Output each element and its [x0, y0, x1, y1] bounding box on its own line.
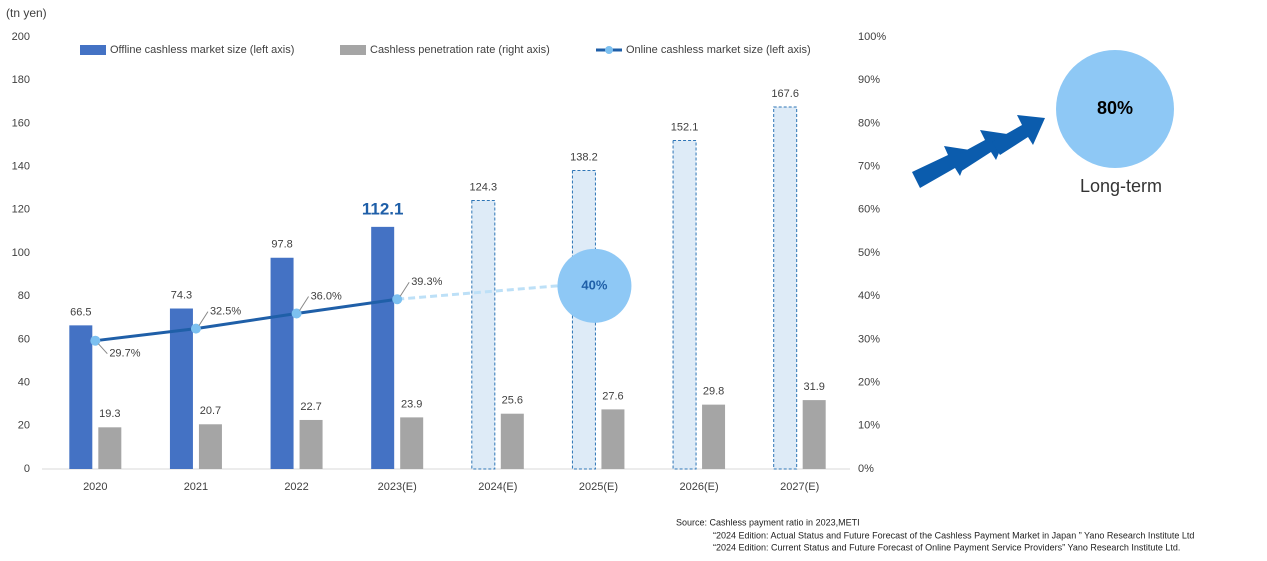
y2-tick-label: 10% [858, 420, 880, 432]
leader [97, 343, 108, 355]
value-label: 25.6 [502, 395, 523, 407]
value-label: 39.3% [411, 276, 442, 288]
leader [198, 311, 209, 326]
legend-swatch [80, 45, 106, 55]
value-label: 112.1 [362, 199, 404, 218]
y-tick-label: 180 [12, 74, 30, 86]
x-tick-label: 2020 [83, 481, 107, 493]
legend-label: Online cashless market size (left axis) [626, 44, 811, 56]
x-tick-label: 2025(E) [579, 481, 618, 493]
value-label: 29.8 [703, 386, 724, 398]
value-label: 32.5% [210, 306, 241, 318]
bar [270, 257, 294, 469]
line-marker [190, 323, 201, 334]
legend-label: Offline cashless market size (left axis) [110, 44, 294, 56]
y2-tick-label: 0% [858, 463, 874, 475]
x-tick-label: 2027(E) [780, 481, 819, 493]
source: Source: Cashless payment ratio in 2023,M… [676, 517, 860, 527]
legend-swatch [340, 45, 366, 55]
y2-tick-label: 90% [858, 74, 880, 86]
y2-tick-label: 50% [858, 247, 880, 259]
leader [299, 296, 309, 311]
bar [198, 424, 222, 469]
value-label: 167.6 [771, 88, 799, 100]
bar [702, 404, 726, 469]
line [95, 297, 398, 343]
x-tick-label: 2024(E) [478, 481, 517, 493]
source: “2024 Edition: Current Status and Future… [713, 542, 1180, 552]
bar [98, 427, 122, 469]
bar [471, 200, 496, 470]
y-tick-label: 160 [12, 117, 30, 129]
bar [400, 417, 424, 469]
forecast-label: 40% [581, 277, 607, 292]
y2-tick-label: 70% [858, 161, 880, 173]
y-tick-label: 20 [18, 420, 30, 432]
y2-tick-label: 60% [858, 204, 880, 216]
bar [69, 325, 93, 469]
y2-tick-label: 80% [858, 117, 880, 129]
y-tick-label: 100 [12, 247, 30, 259]
long-term-bubble [1056, 50, 1174, 168]
bar [672, 139, 697, 470]
long-term-label: Long-term [1080, 176, 1162, 196]
x-tick-label: 2021 [184, 481, 208, 493]
y2-tick-label: 40% [858, 290, 880, 302]
source: “2024 Edition: Actual Status and Future … [713, 530, 1194, 540]
x-tick-label: 2026(E) [679, 481, 718, 493]
forecast-bubble [557, 248, 632, 323]
y-tick-label: 0 [24, 463, 30, 475]
value-label: 152.1 [671, 121, 699, 133]
bar [500, 413, 524, 469]
value-label: 23.9 [401, 398, 422, 410]
y2-tick-label: 20% [858, 377, 880, 389]
forecast-trend [397, 284, 558, 301]
x-tick-label: 2023(E) [378, 481, 417, 493]
y-tick-label: 80 [18, 290, 30, 302]
bar [601, 409, 625, 469]
x-tick-label: 2022 [284, 481, 308, 493]
y-axis-label: (tn yen) [6, 6, 47, 20]
y-tick-label: 60 [18, 333, 30, 345]
value-label: 19.3 [99, 408, 120, 420]
value-label: 74.3 [171, 289, 192, 301]
y-tick-label: 140 [12, 161, 30, 173]
bar [299, 419, 323, 469]
bar [773, 106, 798, 470]
value-label: 20.7 [200, 405, 221, 417]
legend-label: Cashless penetration rate (right axis) [370, 44, 550, 56]
leader [399, 281, 410, 297]
value-label: 31.9 [803, 381, 824, 393]
bar [371, 226, 395, 469]
line-marker [90, 335, 101, 346]
value-label: 66.5 [70, 306, 91, 318]
value-label: 124.3 [470, 181, 498, 193]
value-label: 29.7% [109, 348, 140, 360]
y-tick-label: 40 [18, 377, 30, 389]
long-term-value: 80% [1097, 98, 1133, 118]
value-label: 138.2 [570, 151, 598, 163]
value-label: 36.0% [311, 290, 342, 302]
bar [802, 400, 826, 469]
value-label: 22.7 [300, 401, 321, 413]
y-tick-label: 200 [12, 31, 30, 43]
value-label: 27.6 [602, 390, 623, 402]
value-label: 97.8 [271, 239, 292, 251]
arrows [912, 115, 1045, 188]
y-tick-label: 120 [12, 204, 30, 216]
legend-swatch [605, 46, 613, 54]
y2-tick-label: 100% [858, 31, 886, 43]
line-marker [291, 308, 302, 319]
bar [169, 308, 193, 469]
line-marker [392, 294, 403, 305]
y2-tick-label: 30% [858, 333, 880, 345]
